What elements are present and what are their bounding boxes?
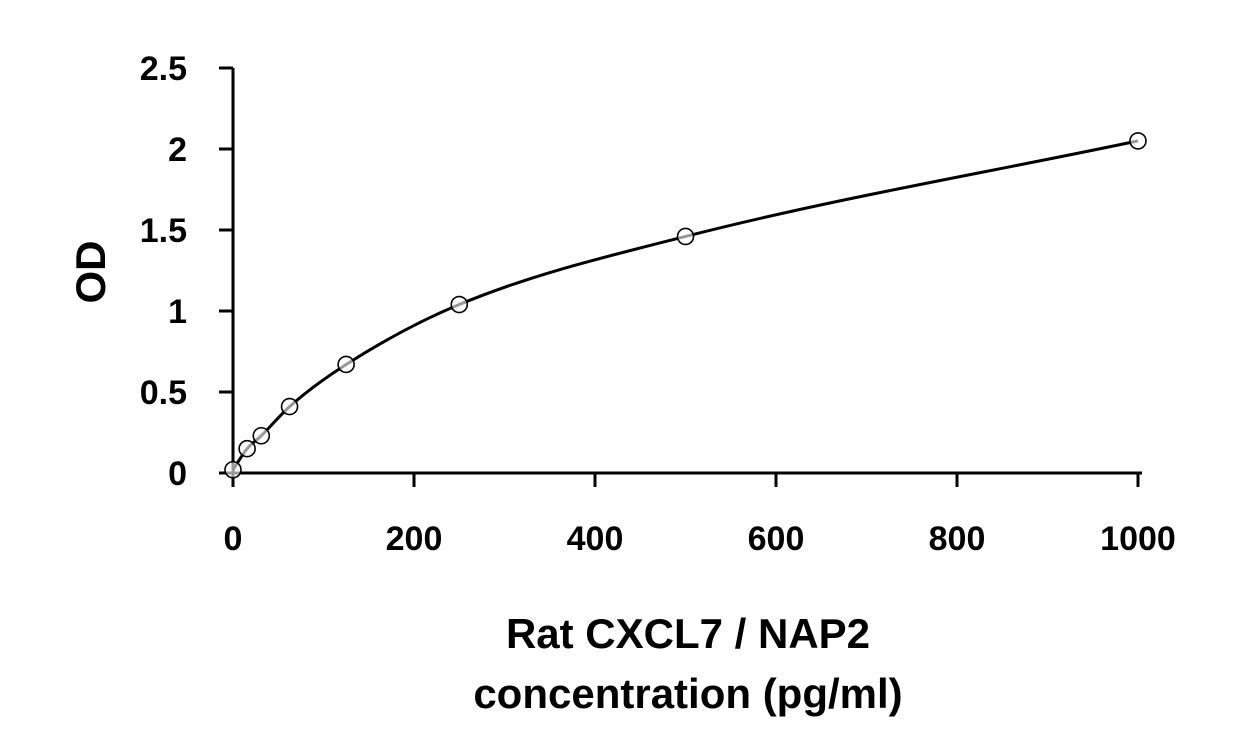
x-tick-label: 400: [567, 520, 624, 558]
data-point: [224, 460, 242, 479]
x-tick-label: 200: [386, 520, 443, 558]
data-point: [1129, 132, 1147, 150]
y-ticks: 0 0.5 1 1.5 2 2.5: [140, 50, 233, 493]
x-axis-title-line-1: Rat CXCL7 / NAP2: [506, 610, 870, 657]
data-point: [450, 295, 469, 314]
x-axis-title-line-2: concentration (pg/ml): [473, 670, 902, 717]
y-axis-title: OD: [67, 241, 114, 304]
data-point: [238, 439, 256, 458]
y-tick-label: 0.5: [140, 374, 187, 412]
fit-curve: [231, 139, 1139, 471]
data-points: [224, 132, 1147, 479]
fit-curve-group: [231, 139, 1139, 471]
data-point: [337, 355, 355, 374]
y-tick-label: 2.5: [140, 50, 187, 88]
y-tick-label: 0: [168, 455, 187, 493]
data-point: [676, 227, 695, 246]
x-tick-label: 1000: [1100, 520, 1176, 558]
x-tick-label: 600: [748, 520, 805, 558]
x-ticks: 0 200 400 600 800 1000: [224, 473, 1176, 558]
x-tick-label: 0: [224, 520, 243, 558]
data-point: [252, 426, 271, 445]
axes: [219, 68, 1142, 482]
y-tick-label: 1.5: [140, 212, 187, 250]
y-tick-label: 1: [168, 293, 187, 331]
data-point: [280, 397, 299, 416]
y-tick-label: 2: [168, 131, 187, 169]
x-tick-label: 800: [929, 520, 986, 558]
